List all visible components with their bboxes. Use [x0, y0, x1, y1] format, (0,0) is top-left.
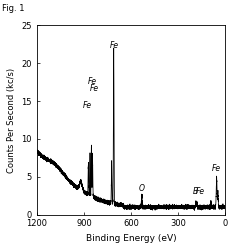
Text: Fig. 1: Fig. 1 [2, 4, 25, 13]
Text: Fe: Fe [196, 187, 205, 196]
Text: Fe: Fe [83, 101, 92, 110]
Text: Fe: Fe [90, 84, 99, 93]
Y-axis label: Counts Per Second (kc/s): Counts Per Second (kc/s) [7, 68, 16, 172]
Text: Fe: Fe [88, 77, 97, 86]
Text: B: B [193, 187, 198, 196]
X-axis label: Binding Energy (eV): Binding Energy (eV) [86, 234, 176, 243]
Text: O: O [139, 184, 145, 194]
Text: Fe: Fe [109, 41, 118, 50]
Text: Fe: Fe [212, 164, 221, 173]
